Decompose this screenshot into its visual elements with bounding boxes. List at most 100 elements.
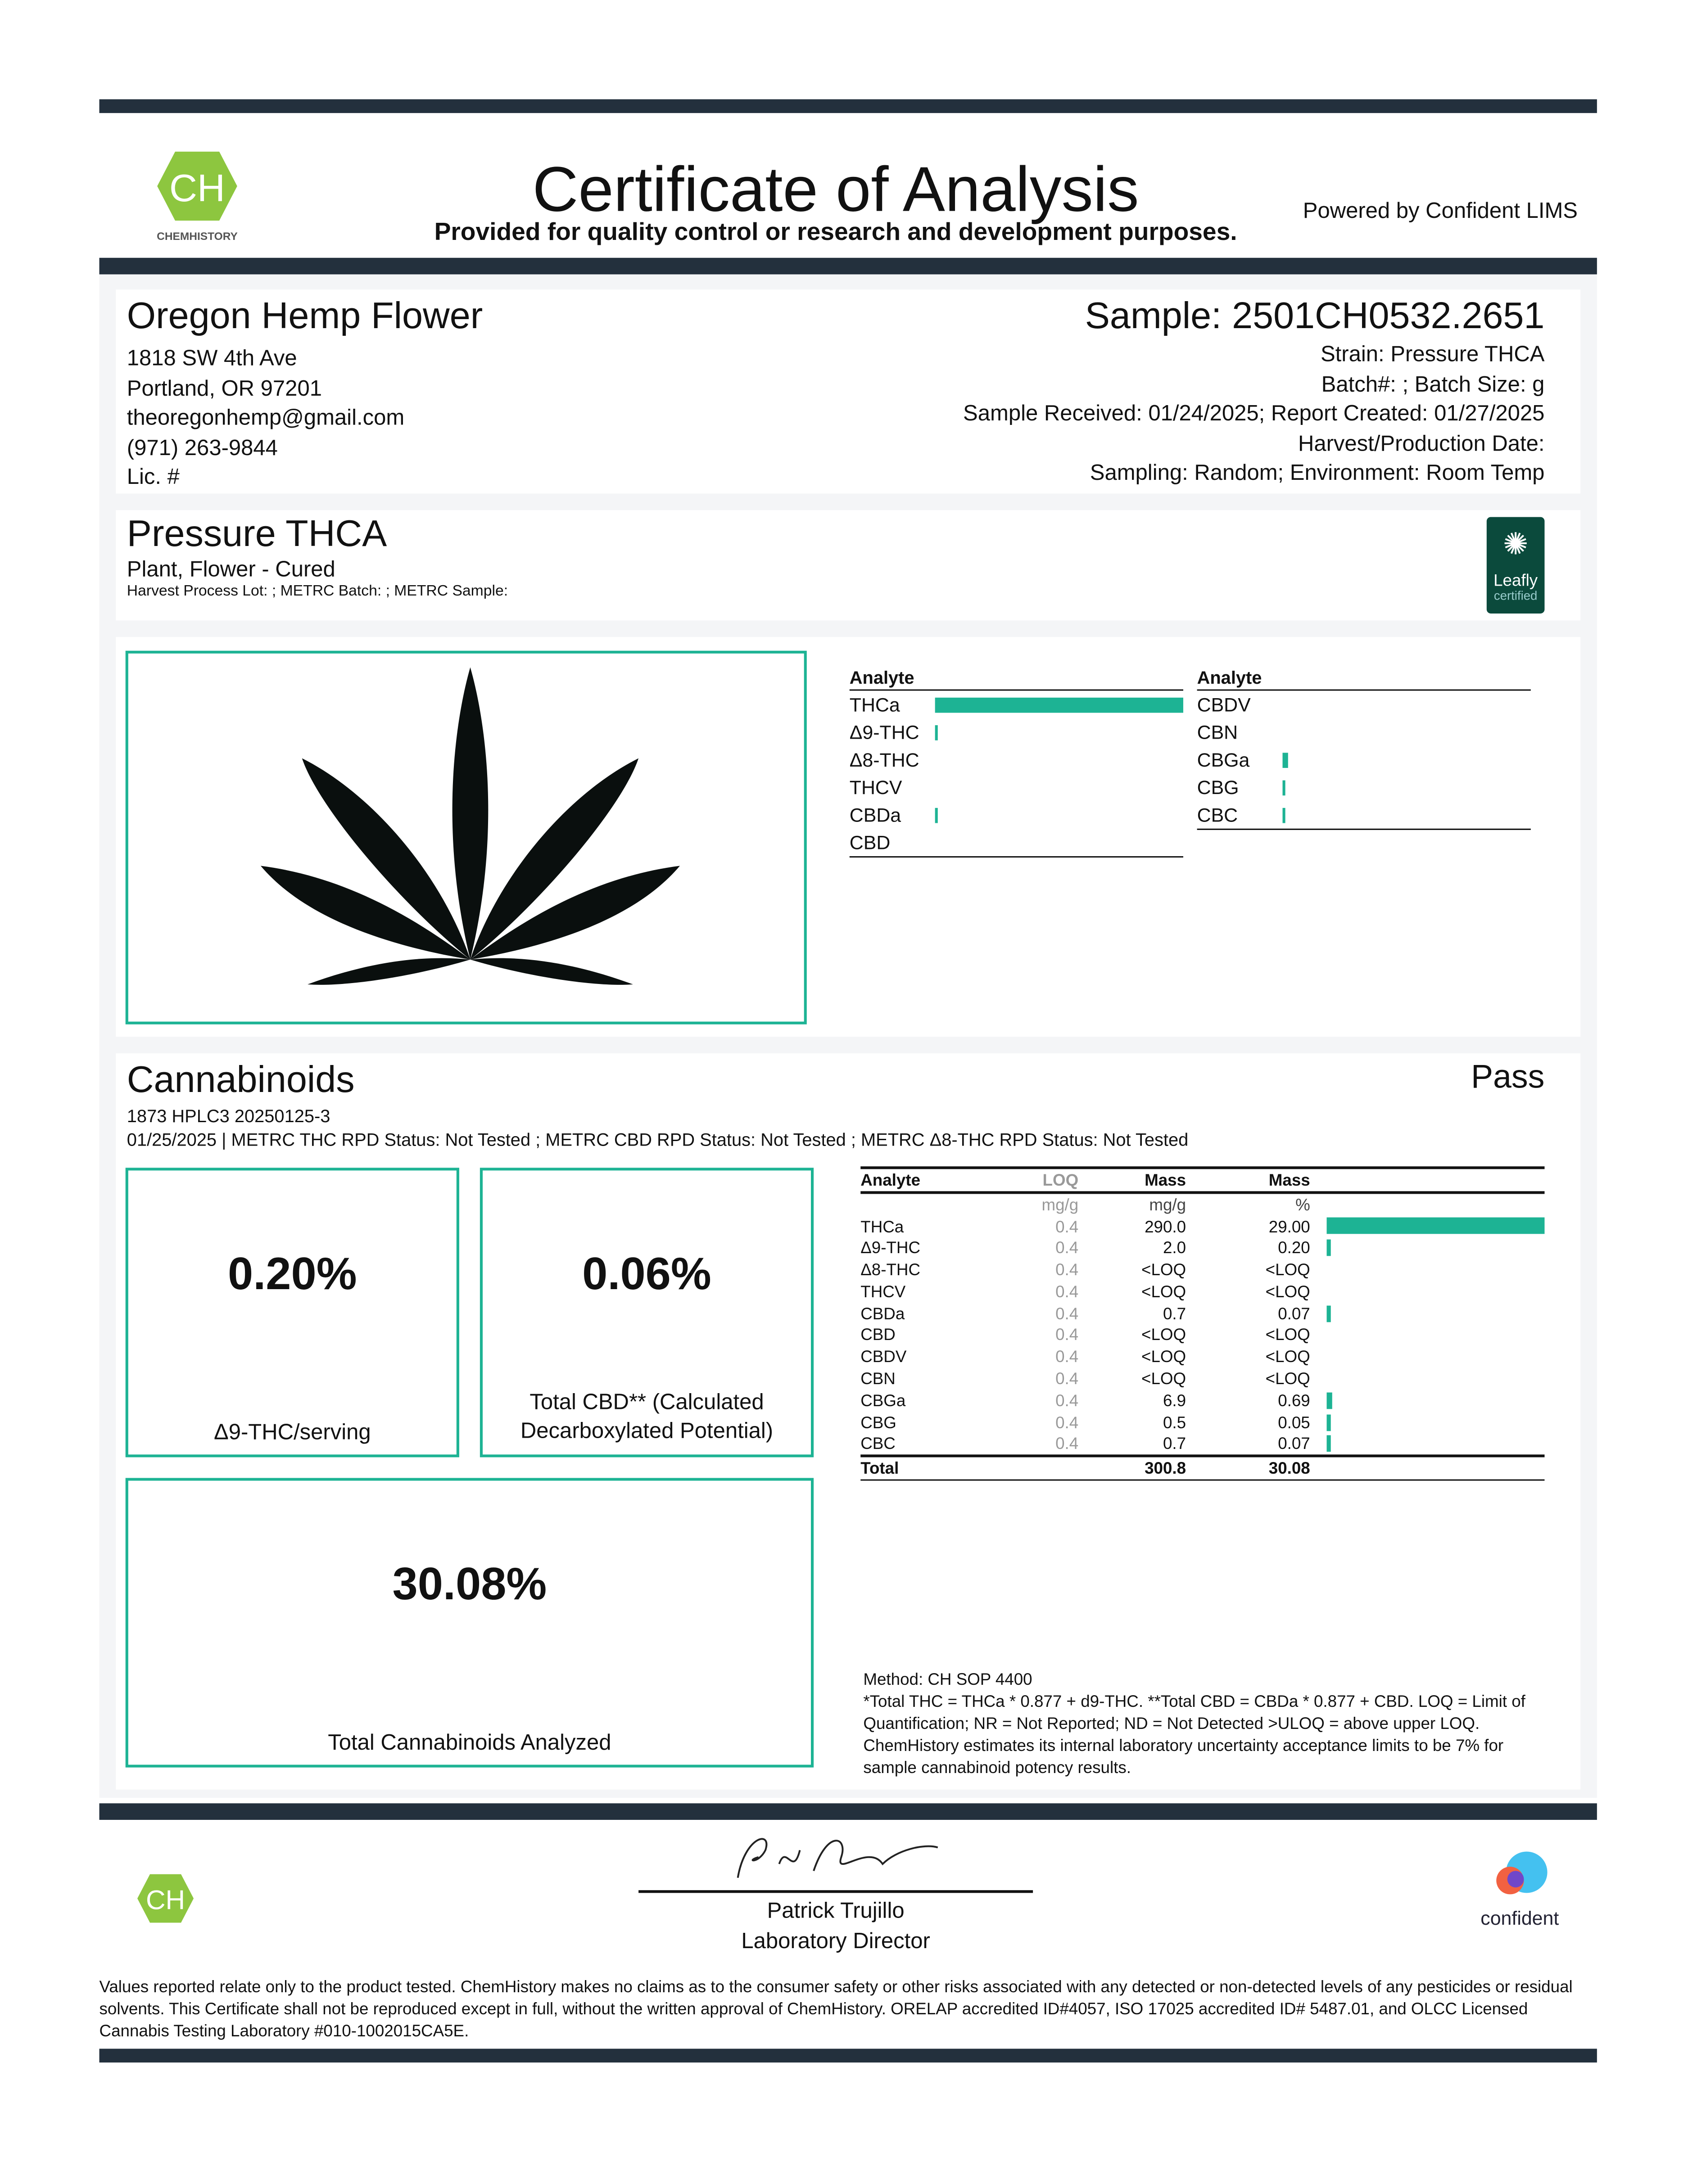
header-divider <box>99 257 1597 275</box>
cell: 29.00 <box>1268 1217 1310 1236</box>
cell: 0.7 <box>1163 1434 1186 1454</box>
summary-row: CBC <box>1197 801 1531 829</box>
analyte-name: Δ9-THC <box>849 721 919 743</box>
card-value: 0.20% <box>228 1247 357 1299</box>
cell: mg/g <box>1041 1195 1079 1214</box>
summary-bottom-line <box>1197 828 1531 830</box>
client-license: Lic. # <box>127 466 180 490</box>
table-row: THCa 0.4 290.0 29.00 <box>860 1215 1545 1237</box>
sample-harvest: Harvest/Production Date: <box>1298 432 1545 456</box>
table-total: Total 300.8 30.08 <box>860 1455 1545 1481</box>
bottom-bar <box>99 2049 1597 2063</box>
sample-details: Strain: Pressure THCA Batch#: ; Batch Si… <box>963 341 1544 489</box>
cell: 0.4 <box>1055 1217 1079 1236</box>
cell: 300.8 <box>1145 1459 1186 1479</box>
card-label: Total CBD** (Calculated Decarboxylated P… <box>520 1391 774 1444</box>
notes: *Total THC = THCa * 0.877 + d9-THC. **To… <box>863 1692 1525 1778</box>
summary-bar <box>935 724 938 740</box>
summary-bar <box>935 807 938 823</box>
cell: 0.4 <box>1055 1325 1079 1345</box>
table-row: Δ9-THC 0.4 2.0 0.20 <box>860 1237 1544 1259</box>
cell: LOQ <box>1042 1170 1079 1190</box>
signature-divider <box>99 1803 1597 1820</box>
table-row: THCV 0.4 <LOQ <LOQ <box>860 1281 1544 1302</box>
svg-text:CH: CH <box>169 167 225 210</box>
cell: 30.08 <box>1268 1459 1310 1479</box>
cell: Mass <box>1268 1170 1310 1190</box>
sample-id: Sample: 2501CH0532.2651 <box>1085 295 1545 337</box>
cell: 6.9 <box>1163 1391 1186 1410</box>
cell: CBGa <box>860 1391 906 1410</box>
cell: Mass <box>1145 1170 1186 1190</box>
summary-bar <box>1282 752 1289 767</box>
pass-status: Pass <box>1471 1059 1545 1097</box>
method: Method: CH SOP 4400 <box>863 1670 1032 1689</box>
summary-row: CBGa <box>1197 746 1531 773</box>
cannabinoids-panel: Cannabinoids Pass 1873 HPLC3 20250125-3 … <box>116 1053 1581 1790</box>
analyte-name: CBG <box>1197 776 1239 799</box>
summary-row: CBDV <box>1197 691 1531 718</box>
analyte-name: Δ8-THC <box>849 749 919 771</box>
table-row: CBC 0.4 0.7 0.07 <box>860 1433 1544 1455</box>
chemhistory-logo-small: CH <box>135 1872 196 1931</box>
card-value: 30.08% <box>392 1558 547 1609</box>
method-notes: Method: CH SOP 4400 *Total THC = THCa * … <box>863 1668 1547 1778</box>
cell: <LOQ <box>1265 1347 1310 1367</box>
summary-bar <box>1282 780 1285 795</box>
cell: CBD <box>860 1325 896 1345</box>
table-row: CBGa 0.4 6.9 0.69 <box>860 1390 1544 1411</box>
cell: CBG <box>860 1412 896 1432</box>
cell: 0.4 <box>1055 1304 1079 1323</box>
cell: CBN <box>860 1369 896 1389</box>
summary-row: THCa <box>850 691 1183 718</box>
client-address2: Portland, OR 97201 <box>127 377 322 401</box>
product-type: Plant, Flower - Cured <box>127 558 335 582</box>
cell: THCa <box>860 1217 904 1236</box>
cell: 0.07 <box>1278 1434 1310 1454</box>
summary-row: Δ9-THC <box>850 718 1183 746</box>
card-label: Δ9-THC/serving <box>213 1421 371 1445</box>
cell: 0.4 <box>1055 1369 1079 1389</box>
table-row: CBDa 0.4 0.7 0.07 <box>860 1303 1544 1324</box>
analyte-name: THCV <box>849 776 902 799</box>
analyte-name: CBN <box>1197 721 1238 743</box>
summary-row: CBD <box>850 829 1183 856</box>
chemhistory-logo: CH CHEMHISTORY <box>154 149 240 243</box>
page-title: Certificate of Analysis <box>532 153 1139 225</box>
disclaimer: Values reported relate only to the produ… <box>99 1977 1573 2041</box>
cell: Analyte <box>860 1170 921 1190</box>
sample-sampling: Sampling: Random; Environment: Room Temp <box>1090 462 1545 486</box>
summary-row: THCV <box>850 773 1183 801</box>
cell: <LOQ <box>1141 1347 1186 1367</box>
rpd-status: 01/25/2025 | METRC THC RPD Status: Not T… <box>127 1129 1189 1150</box>
table-units: mg/g mg/g% <box>860 1194 1544 1215</box>
cell: mg/g <box>1149 1195 1186 1214</box>
cell: 0.20 <box>1278 1238 1310 1258</box>
cell: THCV <box>860 1282 906 1302</box>
confident-logo: confident <box>1465 1850 1575 1929</box>
cell: 0.05 <box>1278 1412 1310 1432</box>
cell: 0.4 <box>1055 1282 1079 1302</box>
cell: <LOQ <box>1265 1325 1310 1345</box>
analyte-name: CBGa <box>1197 749 1250 771</box>
cell: Δ8-THC <box>860 1260 921 1280</box>
analyte-name: THCa <box>849 693 900 716</box>
summary-header: Analyte <box>849 667 1183 691</box>
table-row: CBN 0.4 <LOQ <LOQ <box>860 1368 1544 1390</box>
sample-strain: Strain: Pressure THCA <box>1320 343 1545 367</box>
cell: <LOQ <box>1265 1260 1310 1280</box>
summary-bar <box>935 697 1183 712</box>
analyte-name: CBD <box>849 831 891 853</box>
cell: CBC <box>860 1434 896 1454</box>
summary-bottom-line <box>849 856 1183 858</box>
mass-bar <box>1326 1218 1545 1235</box>
product-lots: Harvest Process Lot: ; METRC Batch: ; ME… <box>127 583 508 600</box>
summary-header: Analyte <box>1197 667 1531 691</box>
client-panel: Oregon Hemp Flower 1818 SW 4th Ave Portl… <box>116 289 1581 494</box>
signature-image <box>717 1823 952 1898</box>
signature-line <box>638 1890 1033 1892</box>
cell: CBDa <box>860 1304 905 1323</box>
cell: <LOQ <box>1141 1369 1186 1389</box>
cell: 290.0 <box>1145 1217 1186 1236</box>
cell: 0.4 <box>1055 1347 1079 1367</box>
